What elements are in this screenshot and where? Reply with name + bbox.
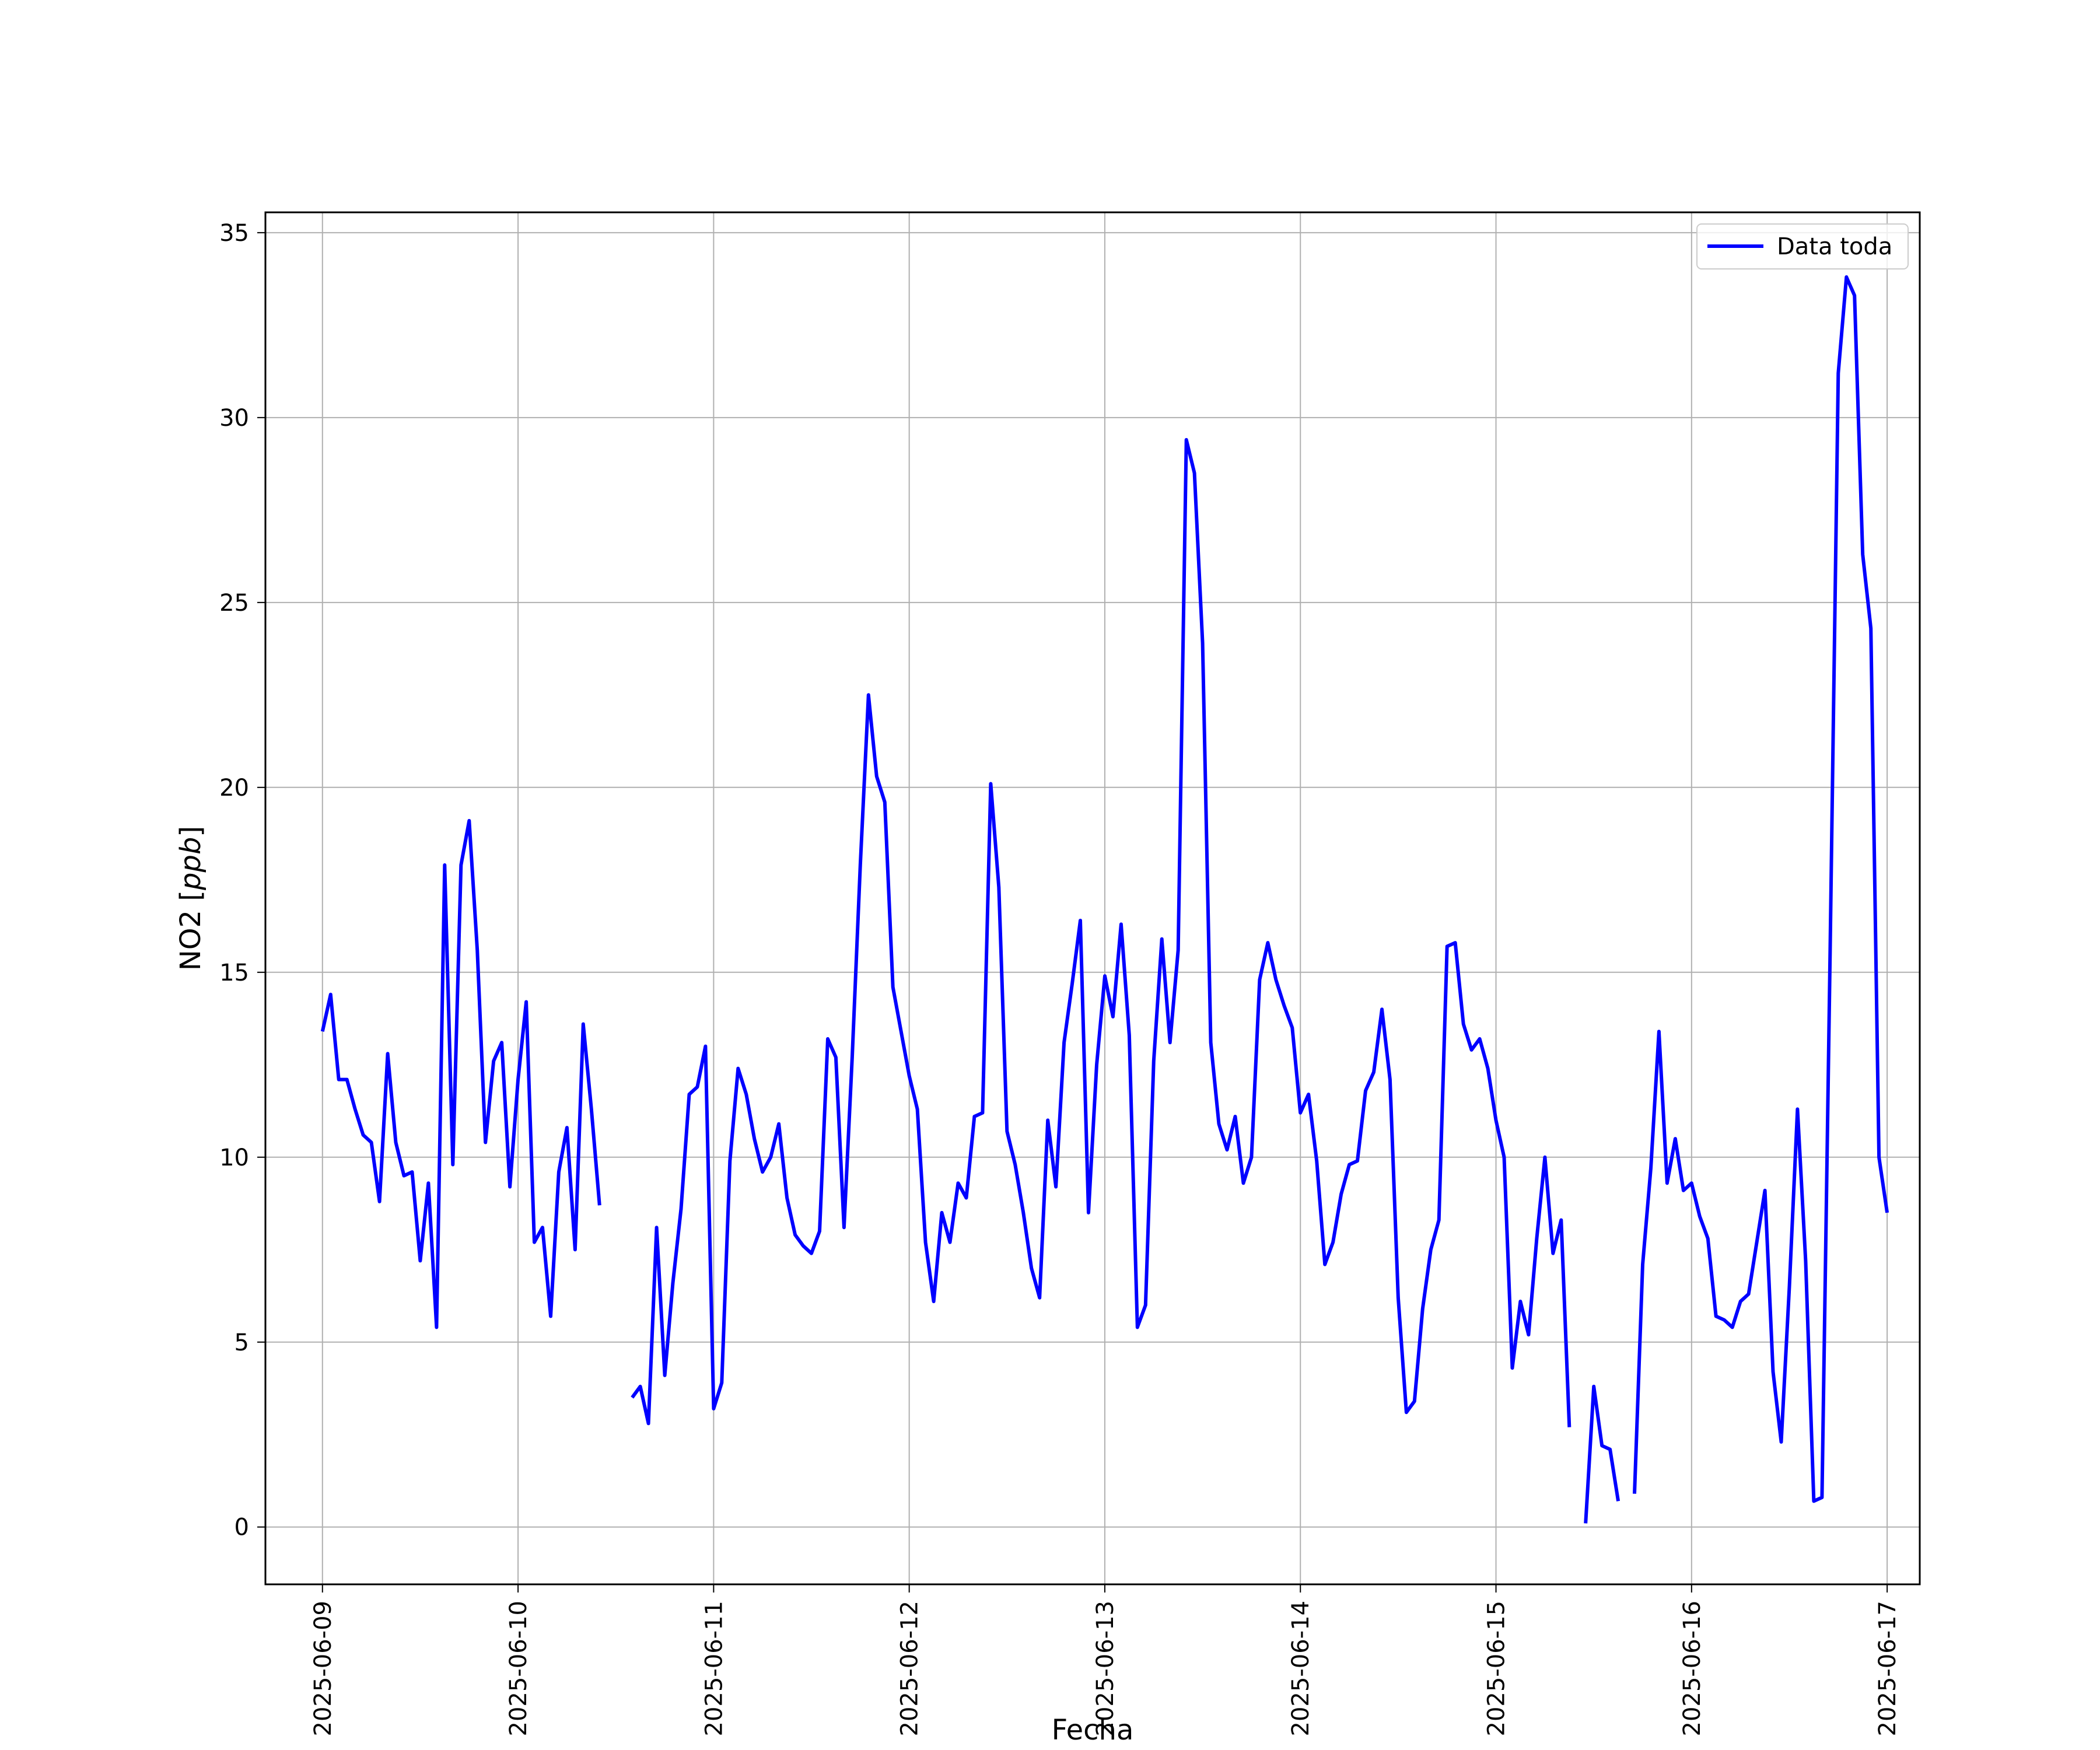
y-axis-label: NO2 [ppb]	[174, 826, 207, 971]
y-tick-label: 20	[219, 775, 249, 802]
x-tick-label: 2025-06-10	[505, 1601, 532, 1736]
y-axis-label-suffix: ]	[174, 826, 207, 837]
x-tick-label: 2025-06-11	[701, 1601, 727, 1736]
series-line-segment	[631, 438, 1572, 1427]
y-axis-label-prefix: NO2 [	[174, 890, 207, 971]
x-axis-label: Fecha	[1052, 1714, 1134, 1746]
y-tick-label: 15	[219, 960, 249, 986]
x-tick-label: 2025-06-09	[310, 1601, 337, 1736]
series-line-segment	[1584, 1384, 1620, 1524]
tick-labels: 2025-06-09 2025-06-10 2025-06-11 2025-06-12…	[219, 220, 1901, 1737]
plot-area-frame	[264, 211, 1921, 1586]
series-line-segment	[320, 818, 601, 1329]
y-tick-label: 0	[235, 1514, 249, 1541]
grid-lines	[265, 212, 1920, 1584]
series-lines	[320, 275, 1889, 1524]
y-axis-label-unit: ppb	[174, 837, 207, 891]
legend-box	[1696, 223, 1909, 270]
axis-ticks	[257, 232, 1888, 1592]
x-tick-label: 2025-06-17	[1874, 1601, 1901, 1736]
x-tick-label: 2025-06-14	[1287, 1601, 1314, 1736]
x-tick-label: 2025-06-16	[1679, 1601, 1706, 1736]
y-tick-label: 5	[235, 1329, 249, 1356]
y-tick-label: 10	[219, 1144, 249, 1171]
y-tick-label: 35	[219, 220, 249, 247]
y-tick-label: 30	[219, 405, 249, 432]
x-tick-label: 2025-06-15	[1483, 1601, 1510, 1736]
x-tick-label: 2025-06-12	[897, 1601, 923, 1736]
legend: Data toda	[1696, 223, 1909, 270]
series-line-segment	[1633, 275, 1889, 1503]
legend-entry-label: Data toda	[1777, 233, 1892, 260]
y-tick-label: 25	[219, 590, 249, 617]
x-tick-label: 2025-06-13	[1092, 1601, 1119, 1736]
